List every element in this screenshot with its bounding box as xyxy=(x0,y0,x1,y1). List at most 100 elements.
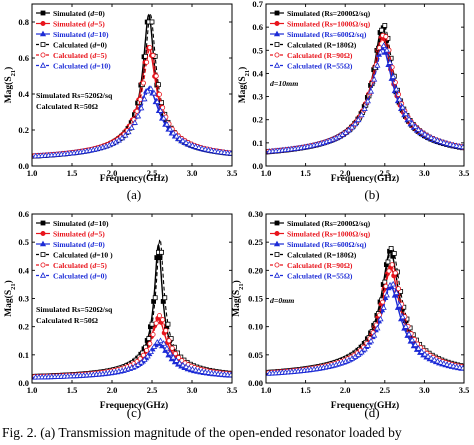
annotation: Simulated Rs=520Ω/sq xyxy=(36,305,113,314)
data-point xyxy=(274,20,280,26)
data-point xyxy=(186,364,193,371)
chart-panel-c: 1.0 1.5 2.0 2.5 3.0 3.5 0.0 0.1 0.2 0.3 0.4 0.5 0.6 F… xyxy=(3,209,237,420)
data-point xyxy=(453,142,460,148)
legend-label: Calculated (d=10 ) xyxy=(53,251,113,260)
y-axis-label: Mag(S21) xyxy=(3,280,17,317)
legend-label: Calculated (d=5) xyxy=(53,51,107,60)
y-tick-label: 0.0 xyxy=(252,161,263,171)
data-point xyxy=(374,324,381,331)
data-point xyxy=(39,62,47,68)
data-point xyxy=(40,20,46,26)
data-point xyxy=(409,336,416,343)
data-point xyxy=(434,357,441,364)
data-point xyxy=(391,292,398,298)
data-point xyxy=(166,338,172,344)
y-tick-label: 0.10 xyxy=(248,322,263,332)
legend-label: Calculated (R=90Ω) xyxy=(287,261,353,270)
legend-label: Simulated (Rs=2000Ω/sq) xyxy=(287,219,371,228)
x-tick-label: 2.5 xyxy=(379,168,390,178)
data-point xyxy=(371,332,378,338)
x-tick-label: 1.0 xyxy=(27,385,38,395)
data-point xyxy=(192,366,199,373)
data-point xyxy=(393,85,400,92)
data-point xyxy=(122,131,129,138)
data-point xyxy=(149,19,155,25)
data-point xyxy=(273,240,281,247)
data-point xyxy=(377,48,384,55)
data-point xyxy=(165,321,171,327)
data-point xyxy=(40,252,46,257)
data-point xyxy=(141,356,148,362)
data-point xyxy=(358,348,365,355)
plot-area xyxy=(266,246,464,376)
data-point xyxy=(405,115,413,122)
data-point xyxy=(179,137,186,144)
y-tick-label: 0.5 xyxy=(18,237,29,247)
legend-label: Calculated (d=5) xyxy=(53,261,107,270)
data-point xyxy=(273,272,281,278)
data-point xyxy=(377,315,384,322)
data-point xyxy=(40,42,46,47)
data-point xyxy=(274,10,280,16)
data-point xyxy=(428,354,435,361)
series-5 xyxy=(266,280,464,376)
y-tick-label: 0.6 xyxy=(18,209,29,219)
data-point xyxy=(380,299,386,305)
data-point xyxy=(450,362,457,369)
x-axis-label: Frequency(GHz) xyxy=(331,400,399,411)
data-point xyxy=(173,357,180,363)
legend: Simulated (Rs=2000Ω/sq) Simulated (Rs=100… xyxy=(270,9,371,71)
legend-label: Calculated (R=55Ω) xyxy=(287,62,353,71)
data-point xyxy=(198,368,206,374)
data-point xyxy=(412,341,419,347)
data-point xyxy=(418,128,425,135)
x-tick-label: 3.0 xyxy=(187,168,198,178)
data-point xyxy=(274,220,280,226)
data-point xyxy=(214,148,222,154)
data-point xyxy=(380,304,387,310)
data-point xyxy=(453,363,460,370)
data-point xyxy=(428,134,435,140)
data-point xyxy=(166,125,174,132)
legend-label: Simulated (Rs=2000Ω/sq) xyxy=(287,9,371,18)
panel-label: (c) xyxy=(127,405,141,420)
y-axis-label: Mag(S21) xyxy=(237,67,251,104)
data-point xyxy=(153,320,159,326)
legend-label: Calculated (d=0) xyxy=(53,41,107,50)
y-tick-label: 0.2 xyxy=(18,125,29,135)
x-tick-label: 3.0 xyxy=(419,385,430,395)
data-point xyxy=(424,353,432,359)
data-point xyxy=(389,262,395,268)
chart-panel-a: 1.0 1.5 2.0 2.5 3.0 3.5 0.0 0.2 0.4 0.6 0.8 Frequen… xyxy=(3,3,237,202)
y-tick-label: 0.5 xyxy=(252,45,263,55)
panel-label: (a) xyxy=(127,187,141,202)
x-tick-label: 2.0 xyxy=(107,168,118,178)
y-tick-label: 0.15 xyxy=(248,294,263,304)
figure-caption: Fig. 2. (a) Transmission magnitude of th… xyxy=(2,425,402,440)
data-point xyxy=(118,134,126,141)
legend-label: Simulated (d=0) xyxy=(53,9,105,18)
data-point xyxy=(40,220,46,226)
annotation: Simulated Rs=520Ω/sq xyxy=(36,91,113,100)
y-axis-label: Mag(S21) xyxy=(3,67,17,104)
data-point xyxy=(412,123,419,129)
data-point xyxy=(386,268,392,274)
legend: Simulated (d=10) Simulated (d=5)Simulated… xyxy=(36,219,113,281)
data-point xyxy=(134,108,140,114)
axes-frame xyxy=(31,3,233,167)
series-5 xyxy=(32,337,232,380)
legend-label: Calculated (R=180Ω) xyxy=(287,41,357,50)
x-tick-label: 3.5 xyxy=(459,168,470,178)
data-point xyxy=(361,345,368,352)
y-tick-label: 0.1 xyxy=(18,350,29,360)
data-point xyxy=(405,330,413,337)
data-point xyxy=(352,120,359,127)
x-axis-label: Frequency(GHz) xyxy=(100,173,168,184)
x-tick-label: 2.5 xyxy=(147,168,158,178)
y-tick-label: 0.20 xyxy=(248,265,263,275)
data-point xyxy=(160,114,167,121)
annotation: d=0mm xyxy=(270,296,294,305)
x-tick-label: 2.0 xyxy=(340,385,351,395)
data-point xyxy=(421,130,428,137)
data-point xyxy=(140,352,146,358)
